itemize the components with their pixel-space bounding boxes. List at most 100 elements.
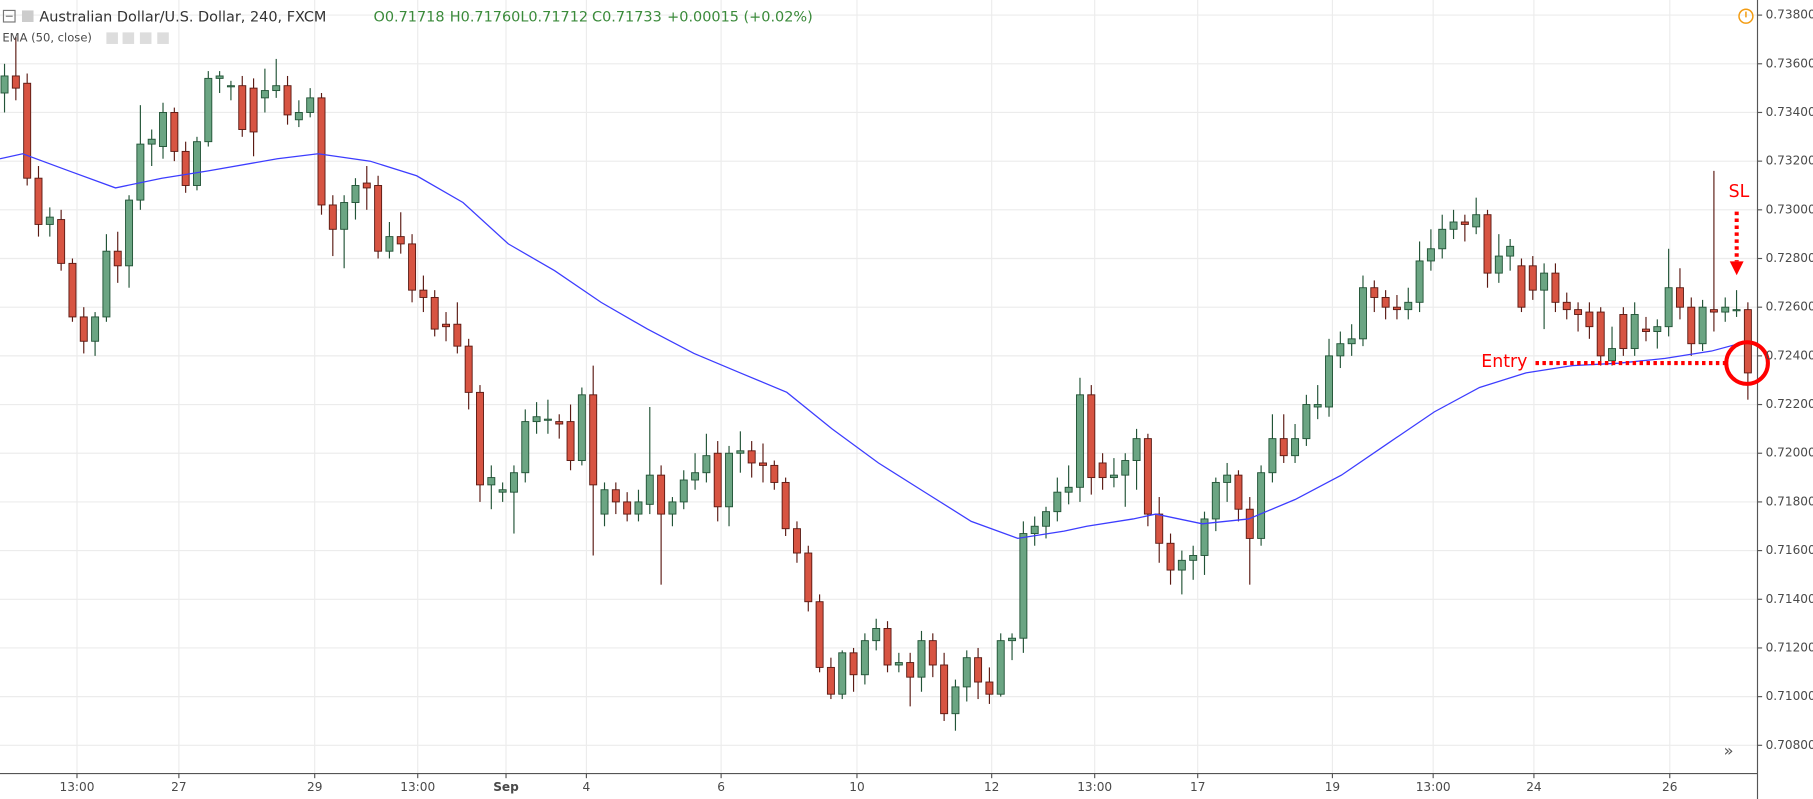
candle-body — [0, 75, 9, 94]
candle-body — [759, 462, 767, 466]
symbol-title[interactable]: Australian Dollar/U.S. Dollar, 240, FXCM — [39, 9, 326, 25]
candle-body — [1653, 326, 1662, 332]
candle-body — [385, 236, 394, 252]
candle-body — [1336, 343, 1345, 357]
candle-body — [1008, 637, 1017, 642]
candle-body — [1291, 438, 1300, 457]
candle-body — [1574, 309, 1583, 315]
candle-body — [1392, 306, 1401, 311]
indicator-legend[interactable]: EMA (50, close) — [2, 31, 92, 45]
x-tick-label: 29 — [307, 780, 322, 794]
candle-body — [1460, 221, 1469, 225]
x-tick-label: 4 — [583, 780, 591, 794]
candle-body — [340, 202, 349, 230]
alert-icon[interactable] — [1738, 8, 1754, 24]
candle-body — [430, 296, 439, 330]
candle-body — [306, 97, 315, 113]
candle-body — [996, 640, 1005, 695]
x-tick-label: 26 — [1662, 780, 1677, 794]
candle-body — [1449, 221, 1458, 230]
candle-body — [555, 421, 564, 425]
candle-body — [464, 345, 473, 393]
candle-body — [1325, 355, 1333, 408]
candle-body — [849, 652, 858, 676]
candle-body — [872, 628, 881, 642]
candle-body — [1200, 518, 1209, 556]
candle-body — [600, 489, 609, 515]
candle-body — [532, 416, 541, 423]
candle-body — [1257, 472, 1266, 539]
candle-body — [577, 394, 586, 461]
candle-body — [1404, 301, 1413, 311]
candle-body — [283, 85, 292, 116]
low-value: L0.71712 — [520, 9, 588, 25]
more-button[interactable] — [139, 32, 152, 44]
indicator-buttons — [106, 32, 169, 44]
hide-button[interactable] — [106, 32, 118, 44]
candle-body — [11, 75, 20, 89]
candle-body — [1426, 248, 1435, 262]
collapse-icon[interactable] — [2, 9, 16, 23]
candle-body — [204, 77, 213, 143]
candle-body — [498, 489, 507, 493]
candle-body — [91, 316, 100, 342]
candle-body — [962, 657, 971, 688]
candle-body — [1562, 301, 1571, 311]
high-value: H0.71760 — [450, 9, 521, 25]
candle-body — [1709, 309, 1718, 313]
candle-body — [679, 479, 688, 503]
candle-body — [1664, 287, 1673, 328]
open-value: O0.71718 — [373, 9, 444, 25]
candle-body — [1245, 508, 1254, 539]
candle-body — [838, 652, 847, 695]
y-tick-label: 0.71000 — [1766, 689, 1813, 703]
candle-body — [691, 472, 700, 481]
y-tick-label: 0.70800 — [1766, 738, 1813, 752]
candle-body — [159, 112, 167, 148]
plot — [0, 37, 1752, 731]
y-tick-label: 0.71800 — [1766, 494, 1813, 508]
grid — [0, 0, 1758, 774]
candle-body — [713, 452, 722, 508]
remove-button[interactable] — [157, 32, 169, 44]
candle-body — [1189, 554, 1198, 561]
candle-body — [1143, 438, 1152, 515]
y-tick-label: 0.72800 — [1766, 251, 1813, 265]
candle-body — [113, 250, 122, 267]
candle-body — [804, 552, 813, 603]
candle-body — [249, 87, 258, 133]
candle-body — [1721, 306, 1730, 313]
scroll-button[interactable]: » — [1724, 741, 1734, 760]
candle-body — [442, 323, 450, 328]
candle-body — [815, 601, 824, 668]
candle-body — [408, 243, 417, 291]
candle-body — [657, 474, 666, 515]
y-tick-label: 0.73000 — [1766, 202, 1813, 216]
candle-body — [1642, 328, 1650, 332]
candle-body — [906, 662, 915, 678]
candle-body — [1155, 513, 1164, 544]
candle-body — [125, 199, 134, 267]
candle-body — [792, 528, 801, 554]
y-tick-label: 0.72000 — [1766, 446, 1813, 460]
x-tick-label: 13:00 — [1416, 780, 1451, 794]
candle-body — [1177, 559, 1186, 571]
y-tick-label: 0.72200 — [1766, 397, 1813, 411]
x-tick-label: 19 — [1325, 780, 1340, 794]
candle-body — [543, 418, 552, 421]
candle-body — [940, 664, 949, 715]
candle-body — [45, 216, 54, 225]
candle-body — [634, 501, 643, 515]
candle-body — [181, 150, 190, 186]
settings-button[interactable] — [122, 32, 135, 44]
sl-label: SL — [1729, 182, 1750, 202]
candle-body — [476, 391, 484, 486]
candle-body — [147, 138, 156, 145]
candle-body — [1211, 481, 1220, 520]
candle-body — [260, 90, 269, 99]
y-tick-label: 0.73200 — [1766, 154, 1813, 168]
y-tick-label: 0.71400 — [1766, 592, 1813, 606]
candle-body — [1506, 245, 1515, 257]
symbol-icon — [21, 10, 34, 22]
